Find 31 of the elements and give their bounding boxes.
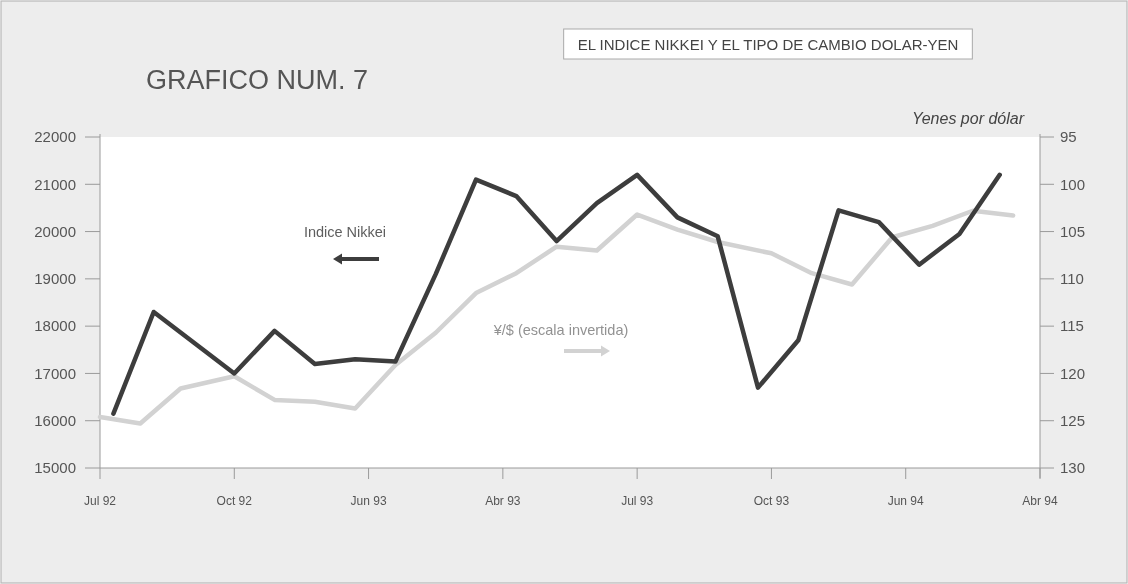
x-tick-label: Jul 93 — [621, 494, 654, 508]
y-tick-label: 18000 — [34, 317, 76, 335]
text: ¥/$ (escala invertida) — [492, 322, 629, 338]
chart-title: GRAFICO NUM. 7 — [146, 65, 369, 95]
y2-tick-label: 120 — [1060, 364, 1086, 382]
y-tick-label: 15000 — [34, 459, 76, 477]
x-tick-label: Abr 94 — [1022, 494, 1058, 508]
x-tick-label: Abr 93 — [485, 494, 521, 508]
y-tick-label: 17000 — [34, 364, 76, 382]
line-series — [97, 208, 1016, 426]
chart-subtitle: EL INDICE NIKKEI Y EL TIPO DE CAMBIO DOLAR-YEN — [577, 35, 959, 53]
y-tick-label: 22000 — [34, 128, 76, 146]
x-tick-label: Oct 93 — [753, 494, 790, 508]
y2-tick-label: 125 — [1060, 411, 1086, 429]
y-tick-label: 20000 — [34, 222, 76, 240]
y2-tick-label: 115 — [1060, 317, 1084, 335]
x-tick-label: Jun 94 — [887, 494, 925, 508]
line-series — [111, 172, 1002, 416]
y-tick-label: 21000 — [34, 175, 76, 193]
y2-axis-title: Yenes por dólar — [911, 110, 1025, 127]
y-tick-label: 16000 — [34, 411, 76, 429]
y2-tick-label: 105 — [1060, 222, 1086, 240]
y2-tick-label: 100 — [1060, 175, 1086, 193]
x-tick-label: Jul 92 — [83, 494, 117, 508]
y2-tick-label: 110 — [1060, 270, 1084, 288]
y2-tick-label: 130 — [1060, 459, 1086, 477]
y2-tick-label: 95 — [1060, 128, 1077, 146]
y-tick-label: 19000 — [34, 270, 76, 288]
x-tick-label: Jun 93 — [350, 494, 387, 508]
x-tick-label: Oct 92 — [216, 494, 253, 508]
text: Indice Nikkei — [303, 224, 387, 240]
